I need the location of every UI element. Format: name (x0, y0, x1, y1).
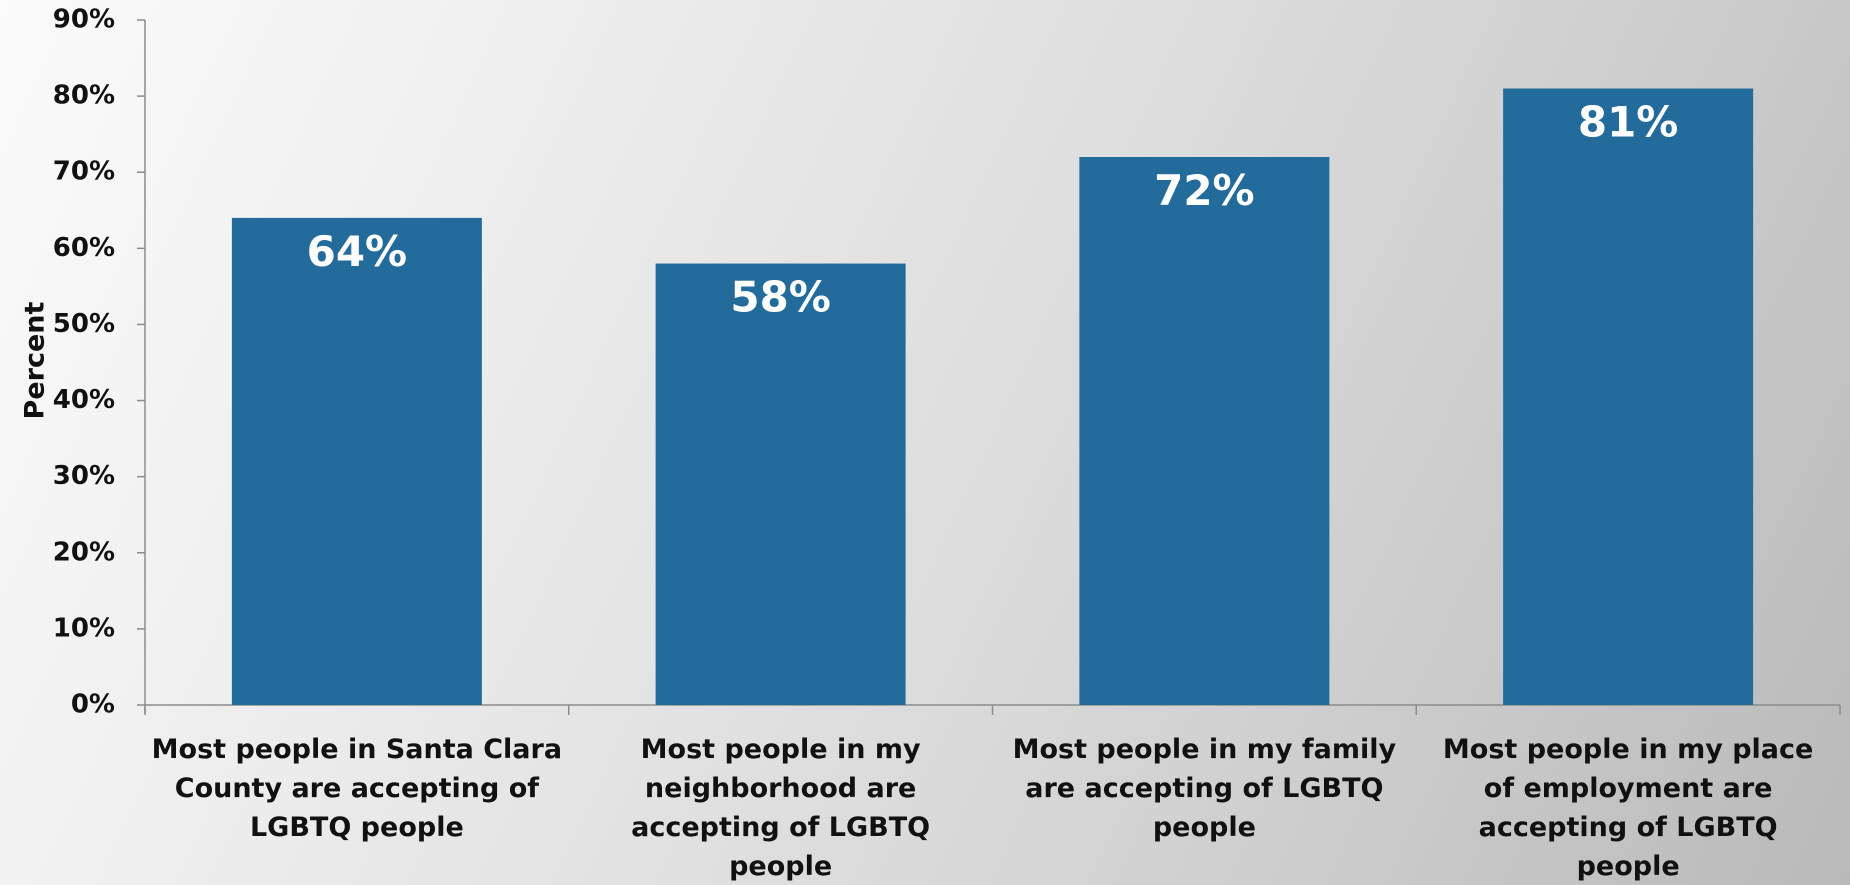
x-tick-label: Most people in my family are accepting of… (1013, 734, 1397, 843)
axes: 0% 10% 20% 30% 40% 50% 60% 70% 80% 90% (53, 5, 1841, 720)
y-tick-label: 20% (53, 537, 115, 567)
bar (655, 263, 906, 705)
bars (231, 88, 1754, 705)
y-tick-label: 10% (53, 613, 115, 643)
x-tick-label: Most people in Santa Clara County are acc… (152, 734, 562, 843)
data-label: 64% (307, 227, 408, 276)
y-tick-label: 40% (53, 385, 115, 415)
y-tick-label: 60% (53, 233, 115, 263)
bar (231, 217, 482, 705)
labels: 64% Most people in Santa Clara County are … (152, 98, 1814, 883)
bar (1503, 88, 1754, 705)
y-tick-label: 90% (53, 5, 115, 35)
data-label: 58% (730, 273, 831, 322)
y-tick-label: 0% (71, 690, 115, 720)
y-tick-label: 80% (53, 81, 115, 111)
data-label: 72% (1154, 166, 1255, 215)
data-label: 81% (1578, 98, 1679, 147)
y-tick-label: 30% (53, 461, 115, 491)
bar (1079, 157, 1330, 705)
x-tick-label: Most people in my neighborhood are accepti… (631, 734, 930, 882)
x-tick-label: Most people in my place of employment are… (1443, 734, 1813, 882)
y-tick-label: 50% (53, 309, 115, 339)
y-tick-label: 70% (53, 157, 115, 187)
y-axis-label: Percent (20, 301, 51, 419)
